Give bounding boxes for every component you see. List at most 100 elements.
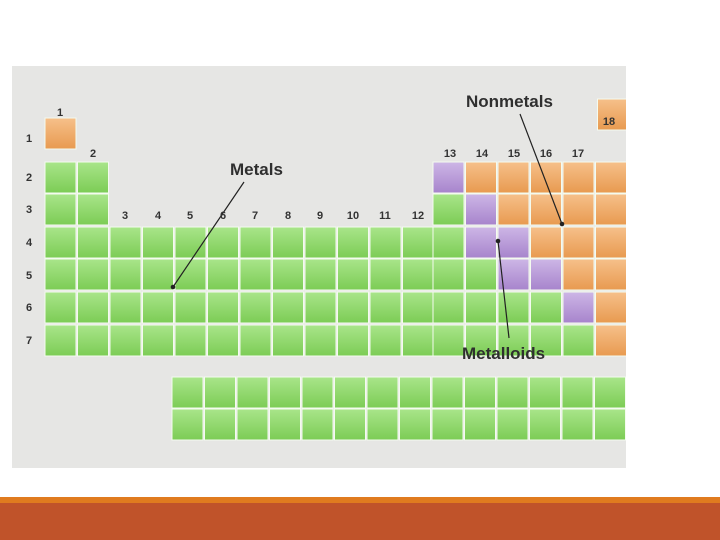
element-cell-p7-g18 <box>595 324 626 357</box>
f-block-cell-r2-c14 <box>594 408 626 441</box>
element-cell-p5-g6 <box>207 258 239 291</box>
group-label-13: 13 <box>443 148 457 160</box>
element-cell-p7-g7 <box>239 324 272 357</box>
f-block-cell-r1-c3 <box>236 376 269 409</box>
f-block-cell-r2-c11 <box>496 408 529 441</box>
element-cell-p4-g15 <box>497 226 530 259</box>
metalloids-label: Metalloids <box>462 344 546 363</box>
element-cell-p3-g18 <box>595 193 626 226</box>
f-block-cell-r2-c5 <box>301 408 334 441</box>
element-cell-p4-g18 <box>595 226 626 259</box>
element-cell-p6-g4 <box>142 291 174 324</box>
group-label-14: 14 <box>475 148 489 160</box>
f-block-cell-r1-c9 <box>431 376 464 409</box>
f-block-cell-r1-c8 <box>399 376 431 409</box>
element-cell-p4-g11 <box>369 226 402 259</box>
element-cell-p4-g5 <box>174 226 207 259</box>
element-cell-p5-g5 <box>174 258 207 291</box>
element-cell-p5-g17 <box>562 258 595 291</box>
footer-bar <box>0 503 720 540</box>
element-cell-p6-g17 <box>562 291 595 324</box>
period-label-6: 6 <box>26 302 33 314</box>
nonmetals-pointer-dot <box>559 221 565 227</box>
period-label-4: 4 <box>26 237 33 249</box>
element-cell-p4-g6 <box>207 226 239 259</box>
element-cell-p5-g13 <box>432 258 465 291</box>
group-label-7: 7 <box>251 210 259 222</box>
f-block-cell-r2-c9 <box>431 408 464 441</box>
element-cell-p6-g13 <box>432 291 465 324</box>
element-cell-p5-g4 <box>142 258 174 291</box>
period-label-2: 2 <box>26 172 33 184</box>
group-label-6: 6 <box>219 210 227 222</box>
f-block-cell-r2-c4 <box>269 408 301 441</box>
element-cell-p4-g13 <box>432 226 465 259</box>
f-block-cell-r1-c12 <box>529 376 561 409</box>
element-cell-p4-g4 <box>142 226 174 259</box>
label-pointers <box>170 113 565 339</box>
element-cell-p7-g13 <box>432 324 465 357</box>
element-cell-p6-g16 <box>530 291 562 324</box>
element-cell-p6-g1 <box>44 291 77 324</box>
group-label-15: 15 <box>507 148 521 160</box>
element-cell-p4-g2 <box>77 226 109 259</box>
f-block-cell-r2-c8 <box>399 408 431 441</box>
element-cell-p5-g11 <box>369 258 402 291</box>
nonmetals-label: Nonmetals <box>466 92 553 111</box>
element-cell-p5-g7 <box>239 258 272 291</box>
element-cell-p6-g2 <box>77 291 109 324</box>
group-label-8: 8 <box>284 210 292 222</box>
element-cell-p5-g8 <box>272 258 304 291</box>
group-label-18: 18 <box>602 116 616 128</box>
f-block-cell-r2-c10 <box>464 408 496 441</box>
f-block-cell-r2-c6 <box>334 408 366 441</box>
f-block-cell-r1-c6 <box>334 376 366 409</box>
f-block-cell-r1-c13 <box>561 376 594 409</box>
group-label-1: 1 <box>56 107 64 119</box>
element-cell-p4-g12 <box>402 226 434 259</box>
group-label-17: 17 <box>571 148 585 160</box>
element-cell-p3-g15 <box>497 193 530 226</box>
period-label-5: 5 <box>26 270 33 282</box>
f-block-cell-r2-c13 <box>561 408 594 441</box>
element-cell-p2-g1 <box>44 161 77 194</box>
element-cell-p6-g9 <box>304 291 337 324</box>
element-cell-p2-g13 <box>432 161 465 194</box>
element-cell-hydrogen <box>44 117 77 150</box>
group-label-9: 9 <box>316 210 324 222</box>
group-label-2: 2 <box>89 148 97 160</box>
period-label-1: 1 <box>26 133 33 145</box>
element-cell-p7-g9 <box>304 324 337 357</box>
element-cell-p7-g5 <box>174 324 207 357</box>
nonmetals-pointer-line <box>519 113 563 225</box>
element-cell-p6-g18 <box>595 291 626 324</box>
element-cell-p4-g7 <box>239 226 272 259</box>
group-label-11: 11 <box>379 210 391 222</box>
element-cell-p4-g9 <box>304 226 337 259</box>
element-cell-p6-g14 <box>465 291 497 324</box>
f-block-cell-r2-c12 <box>529 408 561 441</box>
element-cell-p7-g2 <box>77 324 109 357</box>
element-cell-p5-g9 <box>304 258 337 291</box>
element-cell-p5-g1 <box>44 258 77 291</box>
metals-pointer-line <box>172 181 245 288</box>
element-cell-p2-g17 <box>562 161 595 194</box>
element-cell-p4-g1 <box>44 226 77 259</box>
metals-pointer-dot <box>170 284 176 290</box>
element-cell-p4-g8 <box>272 226 304 259</box>
group-label-12: 12 <box>411 210 425 222</box>
group-label-4: 4 <box>154 210 162 222</box>
element-cell-p6-g10 <box>337 291 369 324</box>
element-cell-p4-g10 <box>337 226 369 259</box>
element-cell-p2-g16 <box>530 161 562 194</box>
element-cell-p6-g7 <box>239 291 272 324</box>
group-label-3: 3 <box>121 210 129 222</box>
group-label-5: 5 <box>186 210 194 222</box>
periodic-table-figure: 1 2 3 4 5 6 7 8 9 10 11 12 13 14 15 16 1… <box>12 66 626 468</box>
element-cell-p6-g15 <box>497 291 530 324</box>
element-cell-p6-g3 <box>109 291 142 324</box>
element-cell-p1-g18 <box>597 98 626 131</box>
element-cell-p7-g12 <box>402 324 434 357</box>
element-cell-p5-g2 <box>77 258 109 291</box>
group-label-16: 16 <box>539 148 553 160</box>
